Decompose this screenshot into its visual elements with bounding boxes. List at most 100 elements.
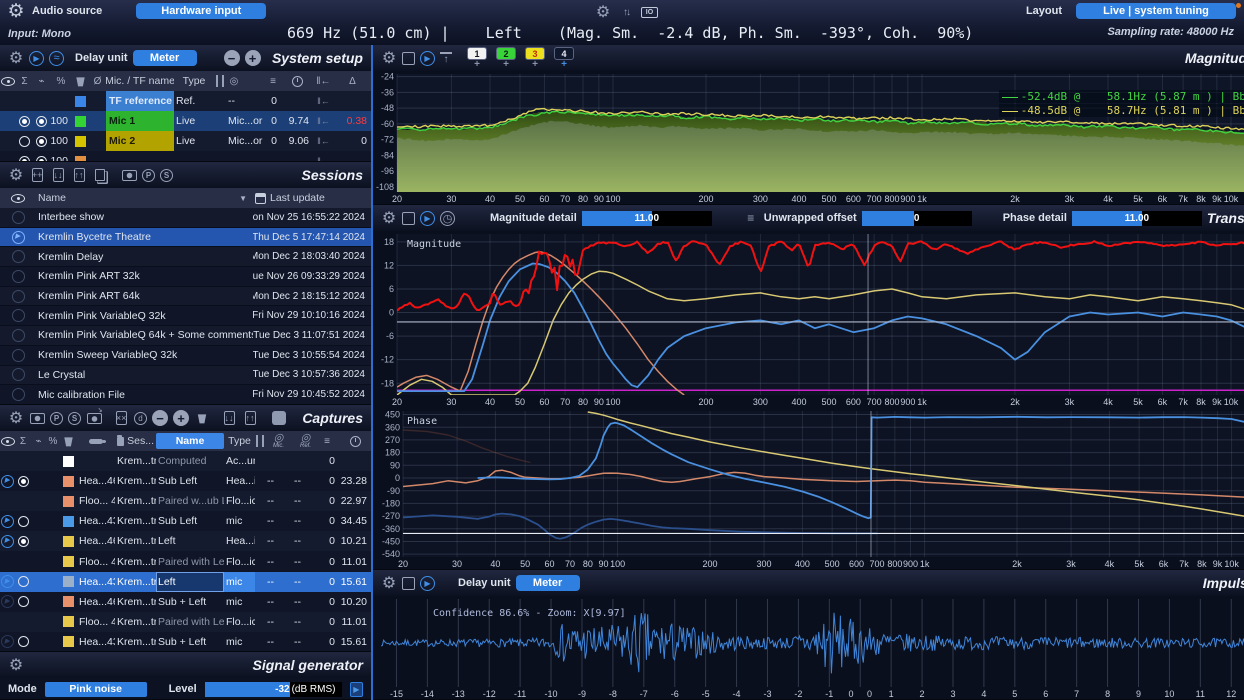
mic-name-cell[interactable]: TF reference [106,91,174,111]
magnitude-detail-slider[interactable]: 11.00 [581,210,712,226]
trace-color-box[interactable] [75,95,86,107]
gear-icon[interactable] [8,167,24,183]
solo-radio[interactable] [36,115,47,127]
live-icon[interactable] [420,575,435,591]
gain-value[interactable]: 0 [271,115,277,127]
capture-icon[interactable] [29,412,45,424]
session-row[interactable]: Le Crystal Tue Dec 3 10:57:36 2024 [0,365,371,386]
capture-mic-cal[interactable]: -- [267,475,274,488]
capture-mic-cal[interactable]: -- [267,575,274,588]
session-row[interactable]: Kremlin Bycetre Theatre Thu Dec 5 17:47:… [0,227,371,248]
io-icon[interactable] [641,6,658,18]
mic-type-cell[interactable] [174,151,214,161]
live-icon[interactable] [420,50,435,66]
mic-type-cell[interactable]: Live [176,115,196,127]
delay-value[interactable]: 9.74 [288,115,309,127]
align-button[interactable]: ‖← [317,136,330,146]
session-row[interactable]: Kremlin Pink ART 32k Tue Nov 26 09:33:29… [0,267,371,287]
capture-row[interactable]: Floo... 426 Krem...tre Paired with Left … [0,611,371,632]
gear-icon[interactable] [595,4,611,20]
capture-row[interactable]: Hea...467 Krem...tre Sub + Left mic -- -… [0,591,371,612]
capture-play-toggle[interactable] [1,635,14,649]
capture-row[interactable]: Hea...431 Krem...tre Sub + Left mic -- -… [0,631,371,651]
expand-icon[interactable] [402,51,415,65]
capture-name[interactable]: Left [156,571,224,592]
gear-icon[interactable] [381,575,397,591]
capture-ref-cal[interactable]: -- [294,535,301,548]
duplicate-session-icon[interactable] [95,169,105,181]
capture-ref-cal[interactable] [292,451,319,471]
gear-icon[interactable] [381,50,397,66]
trace-color-box[interactable] [63,556,74,568]
last-update-column-header[interactable]: Last update [253,192,371,204]
session-row[interactable]: Mic calibration File Fri Nov 29 10:45:52… [0,385,371,404]
session-row[interactable]: Kremlin Pink VariableQ 32k Fri Nov 29 10… [0,306,371,327]
capture-ref-cal[interactable]: -- [294,495,301,508]
live-icon[interactable] [29,50,44,66]
session-play-toggle[interactable] [11,368,25,382]
delete-capture-icon[interactable]: × [115,411,127,425]
capture-gain[interactable]: 0 [329,575,335,588]
session-play-toggle[interactable] [11,230,25,244]
capture-name[interactable]: Sub Left [158,515,198,528]
capture-mic-cal[interactable]: -- [267,495,274,508]
trace-color-box[interactable] [63,596,74,608]
capture-gain[interactable]: 0 [329,635,335,648]
import-capture-icon[interactable]: ↓ [223,411,235,425]
capture-gain[interactable]: 0 [329,595,335,608]
capture-play-toggle[interactable] [1,514,14,528]
mic-row[interactable]: TF reference Ref. -- 0 ‖← [0,91,371,111]
trace-color-box[interactable] [75,135,86,147]
trace-color-box[interactable] [75,155,86,161]
capture-mic-cal[interactable]: -- [267,555,274,568]
capture-gain[interactable]: 0 [329,555,335,568]
capture-row[interactable]: Krem...tre Computed Ac...um 0 [0,451,371,472]
trace-button[interactable]: 4 [554,47,574,60]
trace-add-button[interactable]: + [503,59,509,70]
capture-ref-cal[interactable]: -- [294,635,301,648]
capture-type[interactable]: Hea...ic C... [226,475,255,488]
capture-name[interactable]: Paired with Left [158,555,224,568]
trace-add-button[interactable]: + [561,59,567,70]
capture-row[interactable]: Hea...467 Krem...tre Left Hea...ic C... … [0,531,371,552]
session-play-toggle[interactable] [11,289,25,303]
align-button[interactable]: ‖← [317,156,330,162]
session-row[interactable]: Kremlin Delay Mon Dec 2 18:03:40 2024 [0,247,371,268]
snapshot-icon[interactable] [121,169,137,181]
session-row[interactable]: Kremlin Sweep VariableQ 32k Tue Dec 3 10… [0,345,371,366]
delay-value[interactable] [281,151,313,161]
timer-s-icon[interactable] [68,411,81,425]
export-session-icon[interactable]: ↑ [73,168,85,182]
capture-name[interactable]: Left [158,535,176,548]
session-row[interactable]: Kremlin Pink VariableQ 64k + Some commen… [0,326,371,346]
timer-p-icon[interactable] [142,168,155,182]
capture-row[interactable]: Floo... 426 Krem...tre Paired with Left … [0,551,371,572]
type-column-header[interactable]: Type [182,75,206,87]
mic-calibration-cell[interactable]: Mic...or [228,135,263,147]
capture-type[interactable]: Flo...ic [226,495,255,508]
align-button[interactable]: ‖← [317,96,330,106]
trace-button[interactable]: 1 [467,47,487,60]
gauge-icon[interactable] [440,210,455,226]
name-column-header[interactable]: Name ▼ [36,192,253,204]
capture-sum-radio[interactable] [17,475,29,487]
capture-all-icon[interactable] [86,406,103,424]
align-button[interactable]: ‖← [317,116,330,126]
capture-sum-radio[interactable] [17,535,29,547]
audio-settings-gear-icon[interactable] [8,3,24,19]
capture-type[interactable]: mic [226,635,243,648]
capture-type[interactable]: Hea...ic C... [226,535,255,548]
capture-mic-cal[interactable]: -- [267,515,274,528]
spectrum-chart[interactable]: No signal -52.4dB @ 58.1Hz (5.87 m ) | B… [373,71,1244,204]
capture-name[interactable]: Sub Left [158,475,198,488]
capture-sum-radio[interactable] [17,515,29,527]
zoom-d-icon[interactable] [134,411,147,425]
capture-name[interactable]: Sub + Left [158,635,207,648]
mic-name-cell[interactable]: Mic 2 [106,131,174,151]
mic-name-cell[interactable]: Mic 1 [106,111,174,131]
delay-unit-meter-button[interactable]: Meter [515,575,580,591]
capture-type[interactable]: mic [226,595,243,608]
trace-color-box[interactable] [63,475,74,487]
capture-ref-cal[interactable]: -- [294,575,301,588]
gear-icon[interactable] [8,410,24,426]
